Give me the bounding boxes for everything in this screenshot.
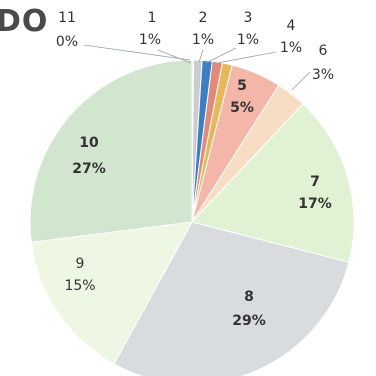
slice-label-3: 3 bbox=[244, 10, 253, 26]
slice-label-1: 1 bbox=[148, 10, 157, 26]
slice-percent-7: 17% bbox=[298, 196, 332, 212]
slice-label-9: 9 bbox=[76, 256, 85, 272]
slice-label-2: 2 bbox=[199, 10, 208, 26]
slice-percent-3: 1% bbox=[237, 32, 259, 48]
slice-label-5: 5 bbox=[237, 78, 247, 94]
leader-line-4 bbox=[211, 51, 277, 65]
leader-line-1 bbox=[157, 49, 192, 64]
slice-percent-11: 0% bbox=[56, 34, 78, 50]
leader-line-2 bbox=[198, 49, 204, 63]
slice-percent-10: 27% bbox=[72, 161, 106, 177]
chart-title: DO bbox=[0, 4, 49, 39]
slice-label-7: 7 bbox=[310, 174, 320, 190]
pie-slice-11 bbox=[191, 59, 195, 223]
pie-slice-10 bbox=[29, 59, 193, 243]
pie-slice-8 bbox=[113, 221, 350, 376]
slice-percent-9: 15% bbox=[64, 278, 95, 294]
slice-label-8: 8 bbox=[244, 289, 254, 305]
slice-label-11: 11 bbox=[58, 10, 76, 26]
slice-label-6: 6 bbox=[319, 43, 328, 59]
slice-label-10: 10 bbox=[79, 135, 99, 151]
slice-label-4: 4 bbox=[287, 18, 296, 34]
slice-percent-6: 3% bbox=[312, 67, 334, 83]
leader-line-6 bbox=[291, 71, 311, 91]
pie-slice-7 bbox=[191, 103, 355, 263]
slice-percent-1: 1% bbox=[139, 32, 161, 48]
pie-slice-9 bbox=[30, 221, 193, 365]
slice-percent-2: 1% bbox=[192, 32, 214, 48]
leader-line-11 bbox=[83, 44, 191, 61]
leader-line-3 bbox=[205, 47, 237, 64]
slice-percent-8: 29% bbox=[232, 313, 266, 329]
slice-percent-5: 5% bbox=[230, 100, 254, 116]
slice-percent-4: 1% bbox=[280, 40, 302, 56]
